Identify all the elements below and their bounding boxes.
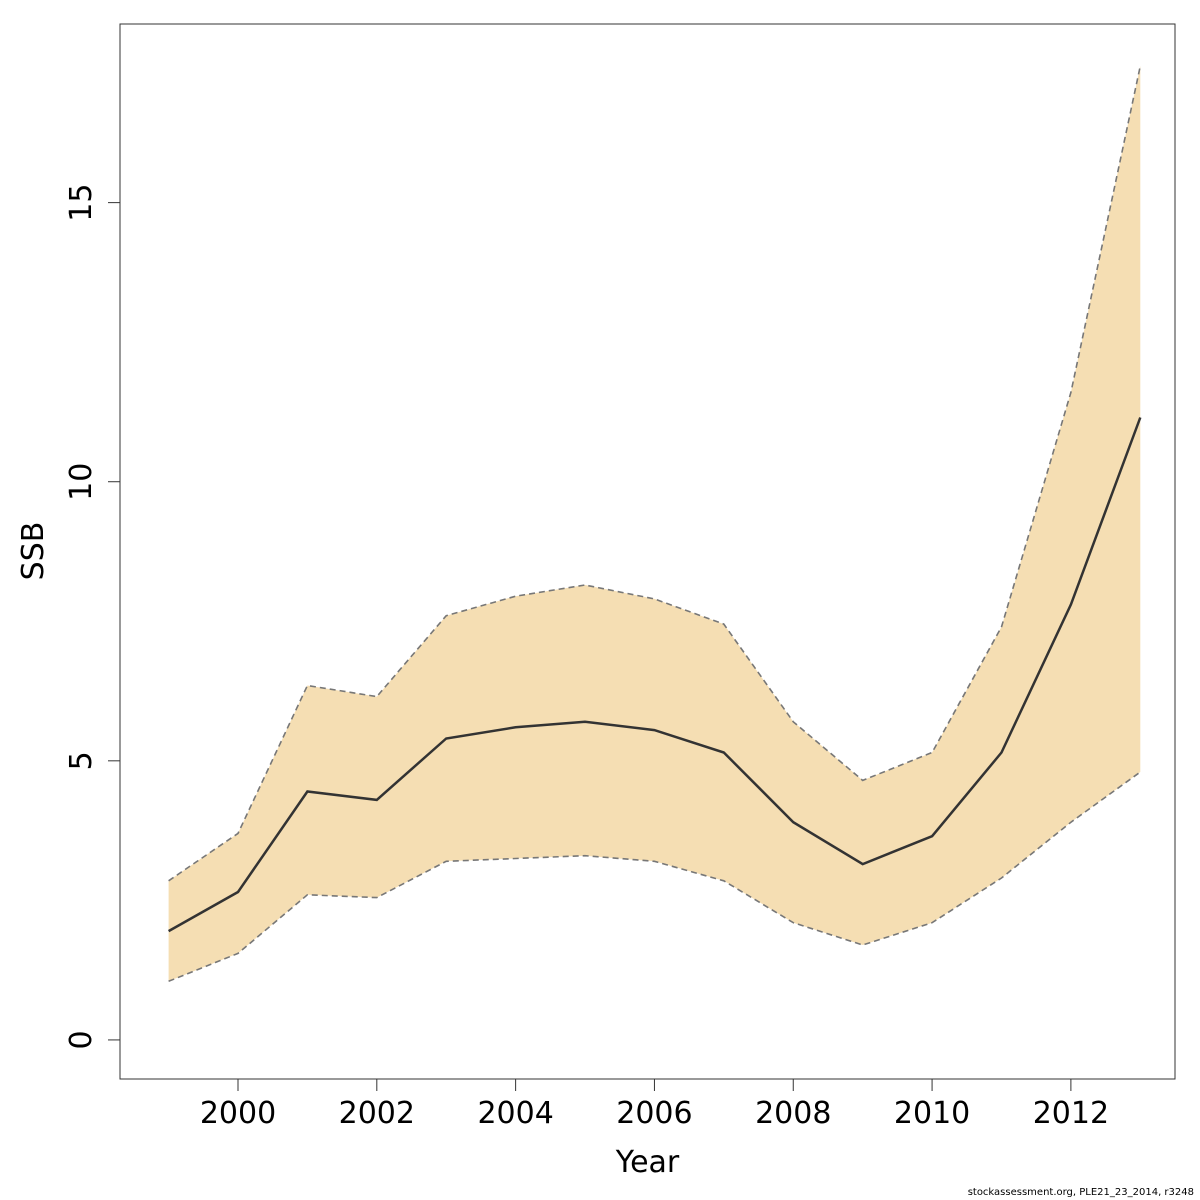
- credit-footnote: stockassessment.org, PLE21_23_2014, r324…: [967, 1187, 1194, 1198]
- y-tick-label: 15: [64, 184, 99, 222]
- x-axis-title: Year: [615, 1145, 680, 1180]
- confidence-band: [168, 65, 1141, 982]
- x-tick-label: 2012: [1033, 1096, 1109, 1131]
- x-tick-label: 2002: [339, 1096, 415, 1131]
- lower-bound-line: [168, 771, 1141, 983]
- x-tick-label: 2000: [200, 1096, 276, 1131]
- y-tick-label: 10: [64, 463, 99, 501]
- x-tick-label: 2004: [477, 1096, 553, 1131]
- x-tick-label: 2006: [616, 1096, 692, 1131]
- x-tick-label: 2010: [894, 1096, 970, 1131]
- upper-bound-line: [168, 65, 1142, 882]
- y-axis-title: SSB: [16, 522, 51, 581]
- axes: 2000 2002 2004 2006 2008 2010 2012 0 5 10 15: [64, 184, 1109, 1131]
- plot-frame: [119, 23, 1176, 1080]
- x-tick-label: 2008: [755, 1096, 831, 1131]
- y-tick-label: 0: [64, 1030, 99, 1049]
- y-tick-label: 5: [64, 751, 99, 770]
- estimate-line: [167, 417, 1142, 933]
